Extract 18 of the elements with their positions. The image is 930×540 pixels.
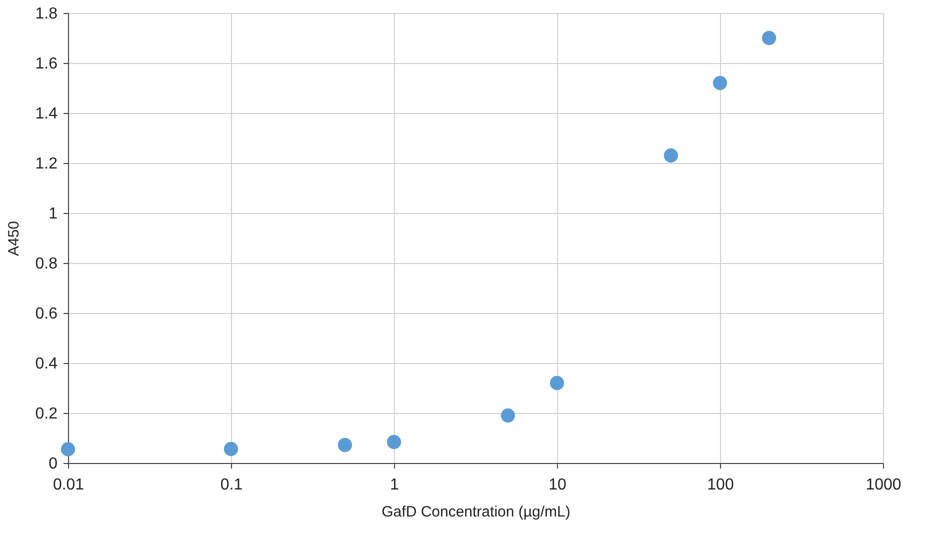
y-tick-label: 0.8: [35, 256, 58, 272]
x-tick-label: 100: [707, 476, 734, 494]
y-tick-label: 0.4: [35, 356, 58, 372]
x-tick-label: 1000: [866, 476, 902, 494]
x-tick-label: 10: [548, 476, 566, 494]
x-axis-title: GafD Concentration (µg/mL): [382, 504, 570, 520]
x-tick-label: 0.01: [52, 476, 84, 494]
x-tick-label: 1: [390, 476, 400, 494]
y-axis-title: A450: [5, 220, 22, 256]
y-tick-label: 1.6: [35, 56, 58, 72]
y-tick-label: 1: [48, 206, 58, 222]
y-tick-label: 1.2: [35, 156, 58, 172]
x-tick-label: 0.1: [220, 476, 243, 494]
y-tick-label: 1.8: [35, 6, 58, 22]
y-tick-label: 0.6: [35, 306, 58, 322]
y-tick-label: 0: [48, 456, 58, 472]
y-tick-label: 1.4: [35, 106, 58, 122]
y-tick-label: 0.2: [35, 406, 58, 422]
